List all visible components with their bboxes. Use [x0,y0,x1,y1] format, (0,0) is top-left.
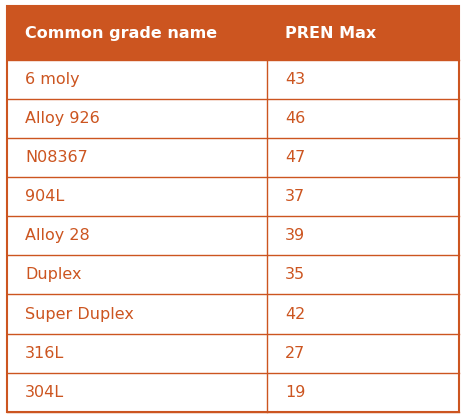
Bar [7,373,459,412]
Bar [7,138,459,177]
Bar [7,6,459,60]
Text: 43: 43 [285,72,305,87]
Text: 19: 19 [285,385,306,400]
Text: 316L: 316L [25,346,64,361]
Bar [7,60,459,99]
Text: 904L: 904L [25,189,64,204]
Bar [7,334,459,373]
Text: Alloy 28: Alloy 28 [25,228,90,243]
Text: Alloy 926: Alloy 926 [25,111,100,126]
Bar [7,99,459,138]
Text: 6 moly: 6 moly [25,72,80,87]
Text: 46: 46 [285,111,305,126]
Text: PREN Max: PREN Max [285,25,377,41]
Text: 37: 37 [285,189,305,204]
Text: N08367: N08367 [25,150,88,165]
Text: Common grade name: Common grade name [25,25,217,41]
Text: 47: 47 [285,150,305,165]
Text: 304L: 304L [25,385,64,400]
Text: 35: 35 [285,268,305,283]
Text: Super Duplex: Super Duplex [25,306,134,321]
Bar [7,217,459,255]
Bar [7,177,459,217]
Bar [7,295,459,334]
Text: 42: 42 [285,306,305,321]
Text: 39: 39 [285,228,305,243]
Text: 27: 27 [285,346,305,361]
Text: Duplex: Duplex [25,268,82,283]
Bar [7,255,459,295]
